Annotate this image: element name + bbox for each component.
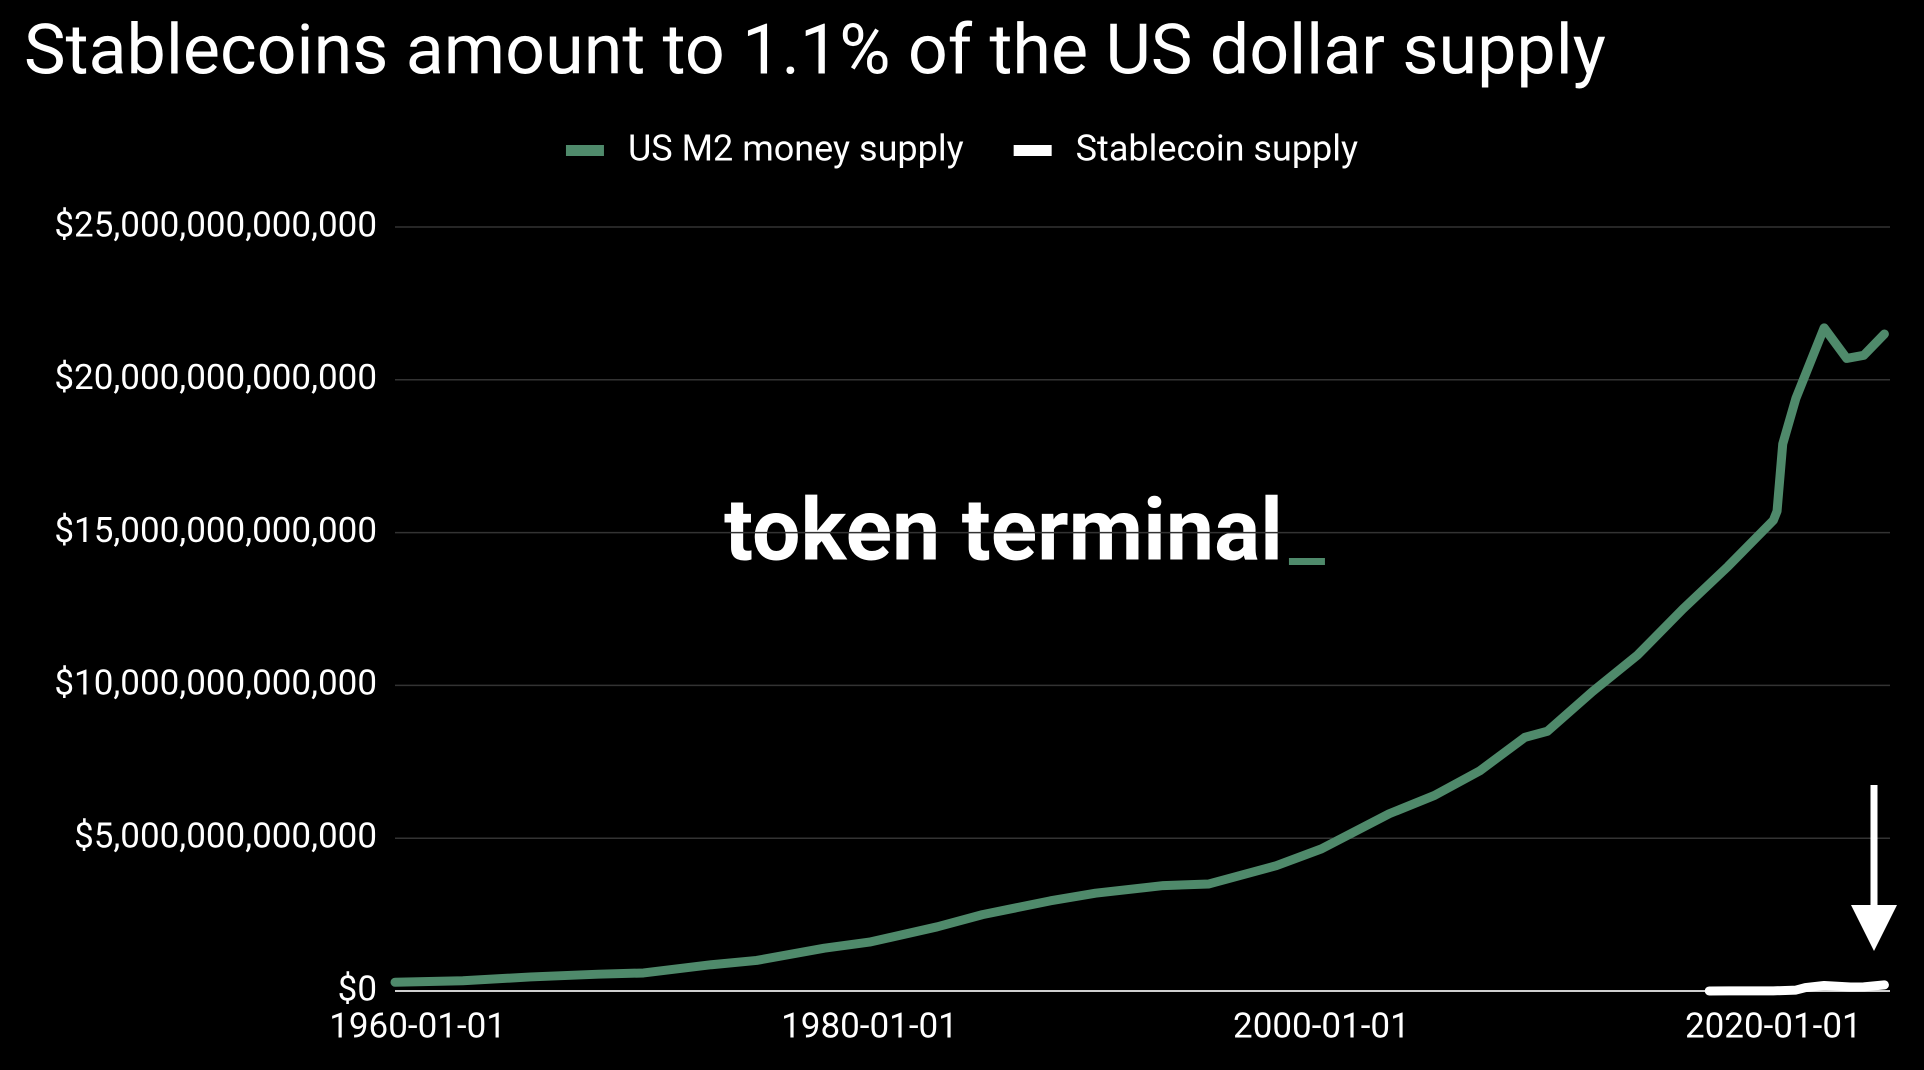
x-tick-label: 2000-01-01: [1233, 1005, 1410, 1046]
watermark-cursor: [1288, 558, 1325, 565]
y-tick-label: $20,000,000,000,000: [54, 357, 377, 398]
legend-label: US M2 money supply: [628, 128, 964, 170]
legend-label: Stablecoin supply: [1076, 128, 1358, 170]
arrow-head: [1851, 905, 1897, 951]
legend: US M2 money supply Stablecoin supply: [565, 128, 1358, 170]
x-tick-label: 1980-01-01: [781, 1005, 958, 1046]
series-line: [1704, 980, 1889, 996]
watermark: token terminal: [724, 480, 1283, 581]
y-tick-label: $25,000,000,000,000: [54, 204, 377, 245]
x-tick-label: 2020-01-01: [1685, 1005, 1862, 1046]
legend-swatch: [565, 145, 604, 156]
chart-title: Stablecoins amount to 1.1% of the US dol…: [24, 9, 1606, 91]
annotation-arrow: [1851, 785, 1897, 951]
y-tick-label: $5,000,000,000,000: [74, 815, 377, 856]
y-tick-label: $0: [338, 968, 377, 1009]
x-tick-label: 1960-01-01: [329, 1005, 506, 1046]
y-tick-label: $10,000,000,000,000: [54, 663, 377, 704]
legend-swatch: [1013, 145, 1052, 156]
y-tick-label: $15,000,000,000,000: [54, 510, 377, 551]
series-line: [390, 323, 1889, 987]
